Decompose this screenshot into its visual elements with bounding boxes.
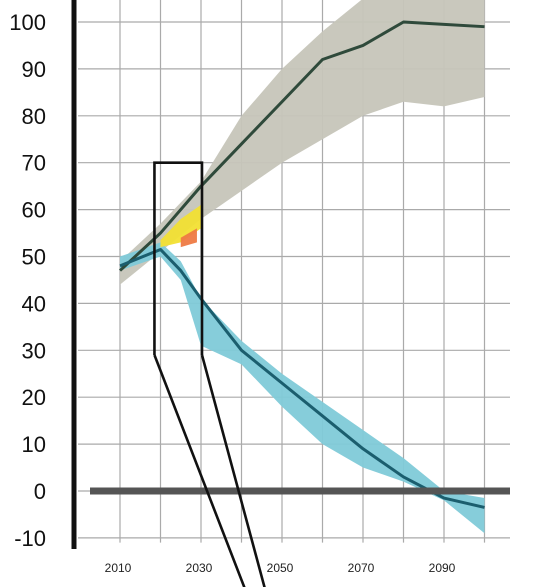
band-mid-band_2	[180, 228, 197, 248]
x-tick-labels: 2010 2030 2050 2070 2090	[105, 561, 456, 575]
x-tick-label: 2070	[348, 561, 375, 575]
zoom-leader-left	[153, 354, 246, 587]
y-tick-label: 20	[22, 385, 46, 410]
band-upper-band	[120, 0, 485, 285]
y-tick-label: 0	[34, 479, 46, 504]
y-tick-label: 80	[22, 104, 46, 129]
band-lower-band	[120, 242, 485, 534]
band-mid-band	[160, 204, 201, 248]
series-upper-line	[118, 20, 485, 272]
y-tick-label: 70	[22, 151, 46, 176]
series-lower-line	[119, 247, 485, 509]
zoom-leader-right	[200, 354, 266, 587]
zoom-box-frame	[153, 161, 204, 355]
y-tick-label: 90	[22, 57, 46, 82]
y-tick-label: 50	[22, 245, 46, 270]
y-tick-label: 10	[22, 432, 46, 457]
y-tick-label: 100	[9, 10, 46, 35]
x-tick-label: 2050	[267, 561, 294, 575]
y-tick-label: 60	[22, 198, 46, 223]
x-tick-label: 2030	[186, 561, 213, 575]
x-tick-label: 2010	[105, 561, 132, 575]
zoom-box	[153, 161, 266, 587]
x-tick-label: 2090	[429, 561, 456, 575]
y-tick-label: 40	[22, 291, 46, 316]
series-lines	[118, 20, 485, 509]
confidence-bands	[120, 0, 485, 534]
y-tick-label: -10	[14, 526, 46, 551]
y-tick-label: 30	[22, 338, 46, 363]
